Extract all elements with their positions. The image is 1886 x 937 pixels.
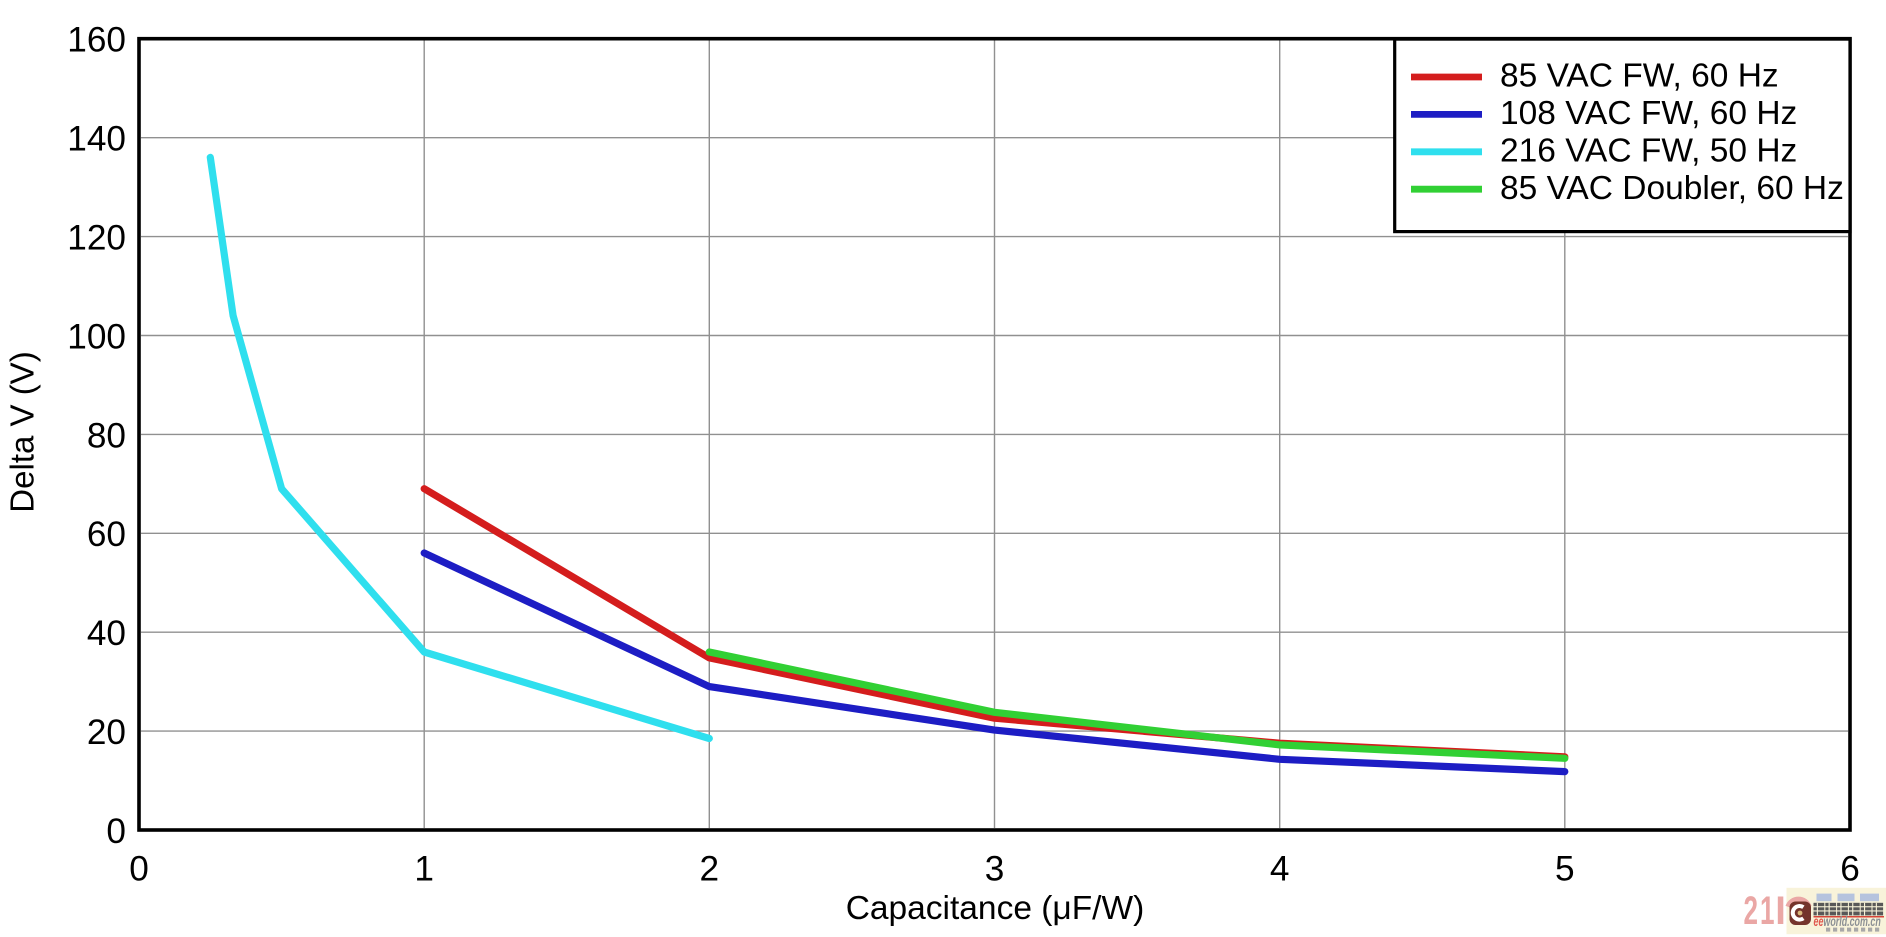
svg-text:21: 21 bbox=[1744, 890, 1777, 934]
svg-text:0: 0 bbox=[106, 812, 126, 851]
svg-text:100: 100 bbox=[67, 317, 126, 356]
svg-text:85 VAC Doubler, 60 Hz: 85 VAC Doubler, 60 Hz bbox=[1500, 170, 1844, 207]
svg-text:108 VAC FW, 60 Hz: 108 VAC FW, 60 Hz bbox=[1500, 95, 1797, 132]
svg-text:160: 160 bbox=[67, 21, 126, 60]
svg-text:60: 60 bbox=[87, 515, 126, 554]
svg-text:eeworld.com.cn: eeworld.com.cn bbox=[1814, 915, 1881, 929]
svg-text:40: 40 bbox=[87, 614, 126, 653]
svg-text:Capacitance (μF/W): Capacitance (μF/W) bbox=[846, 890, 1145, 927]
svg-text:5: 5 bbox=[1555, 850, 1575, 889]
svg-text:20: 20 bbox=[87, 713, 126, 752]
svg-text:6: 6 bbox=[1840, 850, 1860, 889]
svg-text:2: 2 bbox=[700, 850, 720, 889]
svg-text:Delta V (V): Delta V (V) bbox=[4, 351, 41, 512]
svg-text:120: 120 bbox=[67, 219, 126, 258]
svg-text:0: 0 bbox=[129, 850, 149, 889]
svg-text:140: 140 bbox=[67, 120, 126, 159]
svg-text:1: 1 bbox=[414, 850, 434, 889]
svg-text:3: 3 bbox=[985, 850, 1005, 889]
svg-text:85 VAC FW, 60 Hz: 85 VAC FW, 60 Hz bbox=[1500, 58, 1779, 95]
svg-text:4: 4 bbox=[1270, 850, 1290, 889]
svg-text:80: 80 bbox=[87, 416, 126, 455]
svg-text:216 VAC FW, 50 Hz: 216 VAC FW, 50 Hz bbox=[1500, 133, 1797, 170]
